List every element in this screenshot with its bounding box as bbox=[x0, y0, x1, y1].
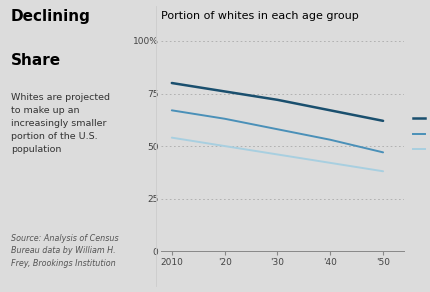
Text: Source: Analysis of Census
Bureau data by William H.
Frey, Brookings Institution: Source: Analysis of Census Bureau data b… bbox=[11, 234, 119, 267]
Text: Share: Share bbox=[11, 53, 61, 67]
Legend: Ages 65+, Ages 18–64, Ages 0–17: Ages 65+, Ages 18–64, Ages 0–17 bbox=[413, 114, 430, 154]
Text: Whites are projected
to make up an
increasingly smaller
portion of the U.S.
popu: Whites are projected to make up an incre… bbox=[11, 93, 110, 154]
Text: Declining: Declining bbox=[11, 9, 91, 24]
Text: Portion of whites in each age group: Portion of whites in each age group bbox=[161, 11, 359, 21]
